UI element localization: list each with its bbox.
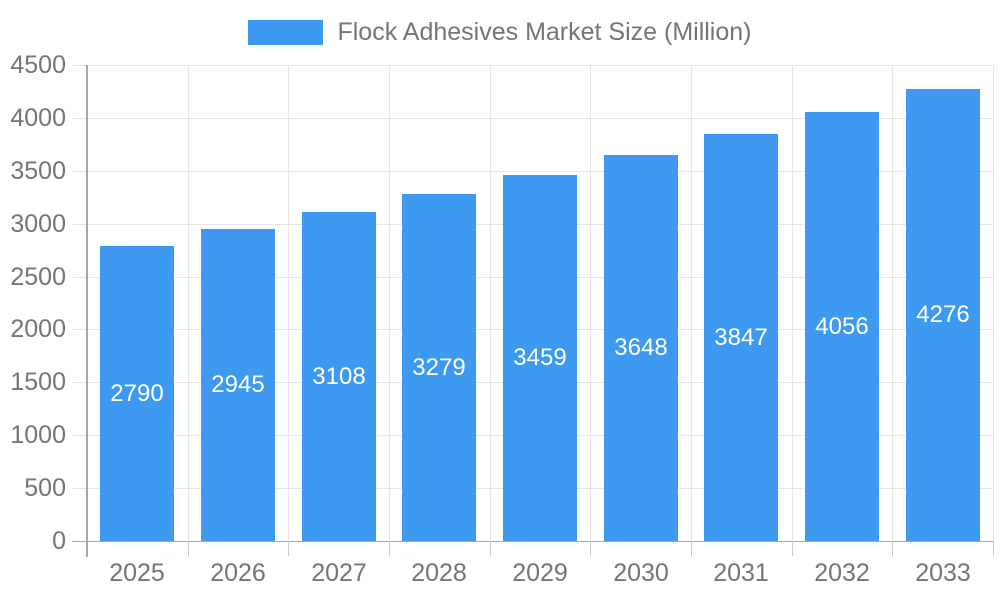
x-tick-label-2027: 2027 (311, 559, 367, 587)
x-tick-label-2026: 2026 (210, 559, 266, 587)
x-tick-label-2031: 2031 (713, 559, 769, 587)
y-axis-labels: 0 500 1000 1500 2000 2500 3000 3500 4000 4500 (0, 51, 66, 555)
bar-value-label: 3648 (614, 334, 668, 361)
x-tick-mark (389, 541, 390, 556)
bar-value-label: 2790 (110, 379, 164, 407)
v-gridline (993, 65, 994, 541)
bar-value-label: 3847 (714, 323, 768, 351)
x-tick-mark (792, 541, 793, 556)
y-axis-line (86, 65, 88, 557)
bar-2025[interactable]: 2790 (100, 246, 174, 541)
v-gridline (490, 65, 491, 541)
legend-label[interactable]: Flock Adhesives Market Size (Million) (337, 18, 752, 46)
x-axis-line (72, 541, 993, 542)
v-gridline (590, 65, 591, 541)
bar-2027[interactable]: 3108 (302, 212, 376, 541)
bar-2031[interactable]: 3847 (704, 134, 778, 541)
h-gridline (72, 171, 993, 172)
legend-swatch[interactable] (248, 20, 324, 45)
x-tick-mark (288, 541, 289, 556)
x-tick-mark (188, 541, 189, 556)
x-tick-label-2028: 2028 (411, 559, 467, 587)
x-tick-label-2029: 2029 (512, 559, 568, 587)
plot-area: 2790 2945 3108 3279 3459 3648 3847 4056 4276 (72, 65, 994, 557)
bar-value-label: 3279 (412, 353, 466, 381)
v-gridline (892, 65, 893, 541)
y-tick-label: 1500 (10, 368, 66, 396)
bar-2026[interactable]: 2945 (201, 229, 275, 541)
bar-value-label: 3108 (312, 362, 366, 390)
y-tick-label: 2000 (10, 315, 66, 343)
y-tick-label: 3000 (10, 210, 66, 238)
bar-value-label: 4276 (916, 301, 970, 328)
x-tick-mark (691, 541, 692, 556)
y-tick-label: 1000 (10, 421, 66, 449)
h-gridline (72, 118, 993, 119)
x-tick-label-2030: 2030 (613, 559, 669, 587)
v-gridline (792, 65, 793, 541)
x-tick-label-2025: 2025 (109, 559, 165, 587)
y-tick-label: 3500 (10, 157, 66, 185)
bar-value-label: 3459 (513, 344, 567, 371)
h-gridline (72, 65, 993, 66)
v-gridline (188, 65, 189, 541)
y-tick-label: 4000 (10, 104, 66, 132)
bar-2030[interactable]: 3648 (604, 155, 678, 541)
x-tick-mark (993, 541, 994, 556)
bar-2033[interactable]: 4276 (906, 89, 980, 541)
v-gridline (691, 65, 692, 541)
bar-value-label: 2945 (211, 371, 265, 398)
x-tick-mark (892, 541, 893, 556)
bar-2028[interactable]: 3279 (402, 194, 476, 541)
bar-2029[interactable]: 3459 (503, 175, 577, 541)
x-tick-label-2032: 2032 (814, 559, 870, 587)
x-tick-mark (590, 541, 591, 556)
y-tick-label: 500 (24, 474, 66, 502)
legend: Flock Adhesives Market Size (Million) (0, 18, 1000, 47)
bar-value-label: 4056 (815, 312, 869, 340)
x-tick-mark (490, 541, 491, 556)
x-tick-label-2033: 2033 (915, 559, 971, 587)
bar-2032[interactable]: 4056 (805, 112, 879, 541)
y-tick-label: 2500 (10, 263, 66, 291)
v-gridline (389, 65, 390, 541)
x-axis-labels: 2025 2026 2027 2028 2029 2030 2031 2032 2033 (87, 557, 993, 589)
y-tick-label: 0 (52, 527, 66, 555)
y-tick-label: 4500 (10, 51, 66, 79)
v-gridline (288, 65, 289, 541)
